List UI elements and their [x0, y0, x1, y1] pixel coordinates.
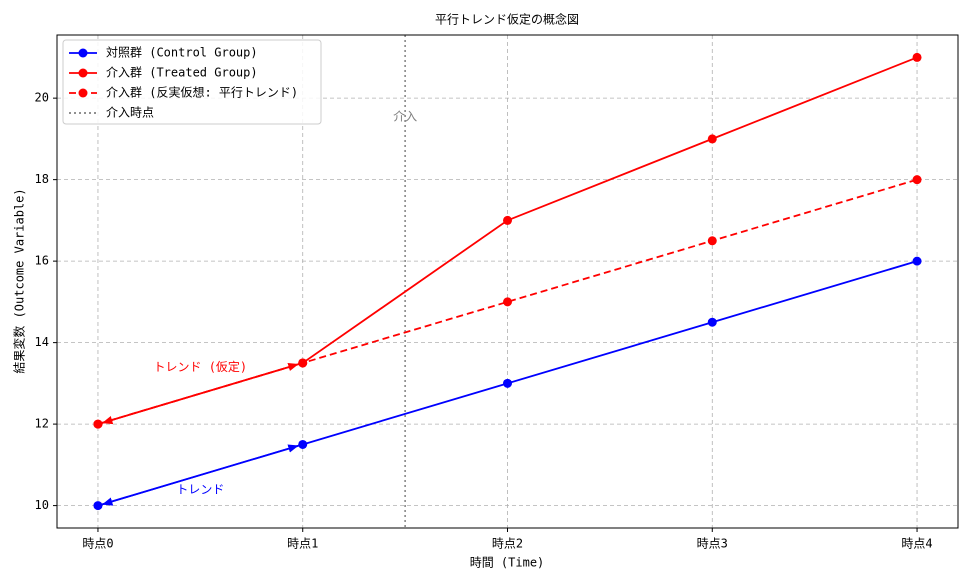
point: [298, 358, 308, 368]
legend-label: 介入群 (Treated Group): [106, 66, 258, 80]
point: [503, 378, 512, 388]
point: [707, 236, 717, 246]
x-tick-label: 時点4: [901, 537, 932, 551]
annotation-arrow: [101, 362, 299, 425]
point: [93, 501, 103, 511]
point: [912, 256, 922, 266]
intervention-label: 介入: [393, 110, 417, 124]
y-tick-label: 12: [35, 417, 49, 431]
y-tick-label: 20: [35, 91, 49, 105]
point: [298, 439, 308, 449]
chart-title: 平行トレンド仮定の概念図: [435, 12, 579, 27]
point: [707, 317, 717, 327]
point: [503, 297, 512, 307]
legend-marker: [78, 48, 88, 58]
legend: 対照群 (Control Group) 介入群 (Treated Group) 介入…: [62, 39, 322, 125]
annotation-text: トレンド (仮定): [153, 359, 247, 374]
plot-frame: [56, 34, 959, 529]
point: [503, 215, 512, 225]
x-tick-label: 時点0: [82, 537, 113, 551]
y-tick-label: 18: [35, 172, 49, 186]
x-tick-label: 時点1: [287, 537, 318, 551]
x-tick-label: 時点3: [697, 537, 728, 551]
y-tick-label: 14: [35, 335, 49, 349]
x-axis-label: 時間 (Time): [470, 556, 545, 570]
legend-marker: [78, 68, 88, 78]
point: [912, 52, 922, 62]
legend-box: [62, 39, 322, 125]
point: [93, 419, 103, 429]
annotation-text: トレンド: [176, 483, 224, 497]
legend-label: 介入群 (反実仮想: 平行トレンド): [106, 85, 298, 100]
y-axis-label: 結果変数 (Outcome Variable): [12, 188, 27, 373]
legend-label: 対照群 (Control Group): [106, 46, 258, 60]
x-tick-label: 時点2: [492, 537, 523, 551]
y-tick-label: 16: [35, 254, 49, 268]
point: [912, 175, 922, 185]
point: [707, 134, 717, 144]
legend-label: 介入時点: [106, 106, 154, 120]
legend-marker: [78, 88, 88, 98]
annotation-arrow: [101, 444, 299, 506]
y-tick-label: 10: [35, 498, 49, 512]
